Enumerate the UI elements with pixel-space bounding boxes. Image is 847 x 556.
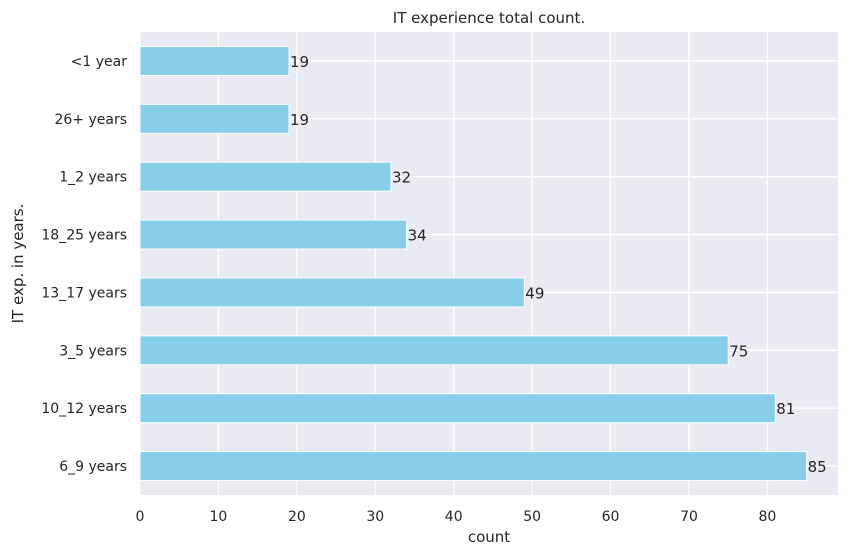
bar [139,277,525,308]
x-tick-label: 40 [445,509,463,525]
y-tick-label: 6_9 years [59,459,127,475]
bar [139,161,392,192]
y-tick-label: 26+ years [54,112,127,128]
y-tick-label: 10_12 years [41,401,127,417]
y-tick-label: 1_2 years [59,170,127,186]
x-tick-label: 20 [288,509,306,525]
y-tick-label: <1 year [71,54,128,70]
x-tick-label: 60 [602,509,620,525]
bar [139,103,290,134]
data-label: 19 [290,111,309,129]
chart-title: IT experience total count. [393,9,585,27]
bar [139,45,290,76]
x-tick-label: 80 [759,509,777,525]
y-tick-label: 18_25 years [41,228,127,244]
y-tick-labels: <1 year 26+ years 1_2 years 18_25 years 13_1… [41,54,127,475]
x-tick-label: 10 [210,509,228,525]
bar [139,219,408,250]
x-tick-label: 0 [136,509,145,525]
data-label: 32 [392,169,411,187]
y-axis-label: IT exp. in years. [9,204,27,324]
bars [139,45,808,482]
data-labels: 19 19 32 34 49 75 81 85 [290,53,827,476]
bar [139,451,808,482]
data-label: 19 [290,53,309,71]
x-tick-label: 50 [523,509,541,525]
x-tick-labels: 0 10 20 30 40 50 60 70 80 [136,509,777,525]
bar [139,335,729,366]
data-label: 85 [808,458,827,476]
bar [139,393,776,424]
data-label: 34 [408,227,427,245]
data-label: 49 [525,284,544,302]
x-tick-label: 70 [680,509,698,525]
y-tick-label: 13_17 years [41,285,127,301]
data-label: 81 [776,400,795,418]
y-tick-label: 3_5 years [59,343,127,359]
x-axis-label: count [468,528,510,546]
data-label: 75 [729,342,748,360]
x-tick-label: 30 [366,509,384,525]
plot-background [140,32,838,495]
